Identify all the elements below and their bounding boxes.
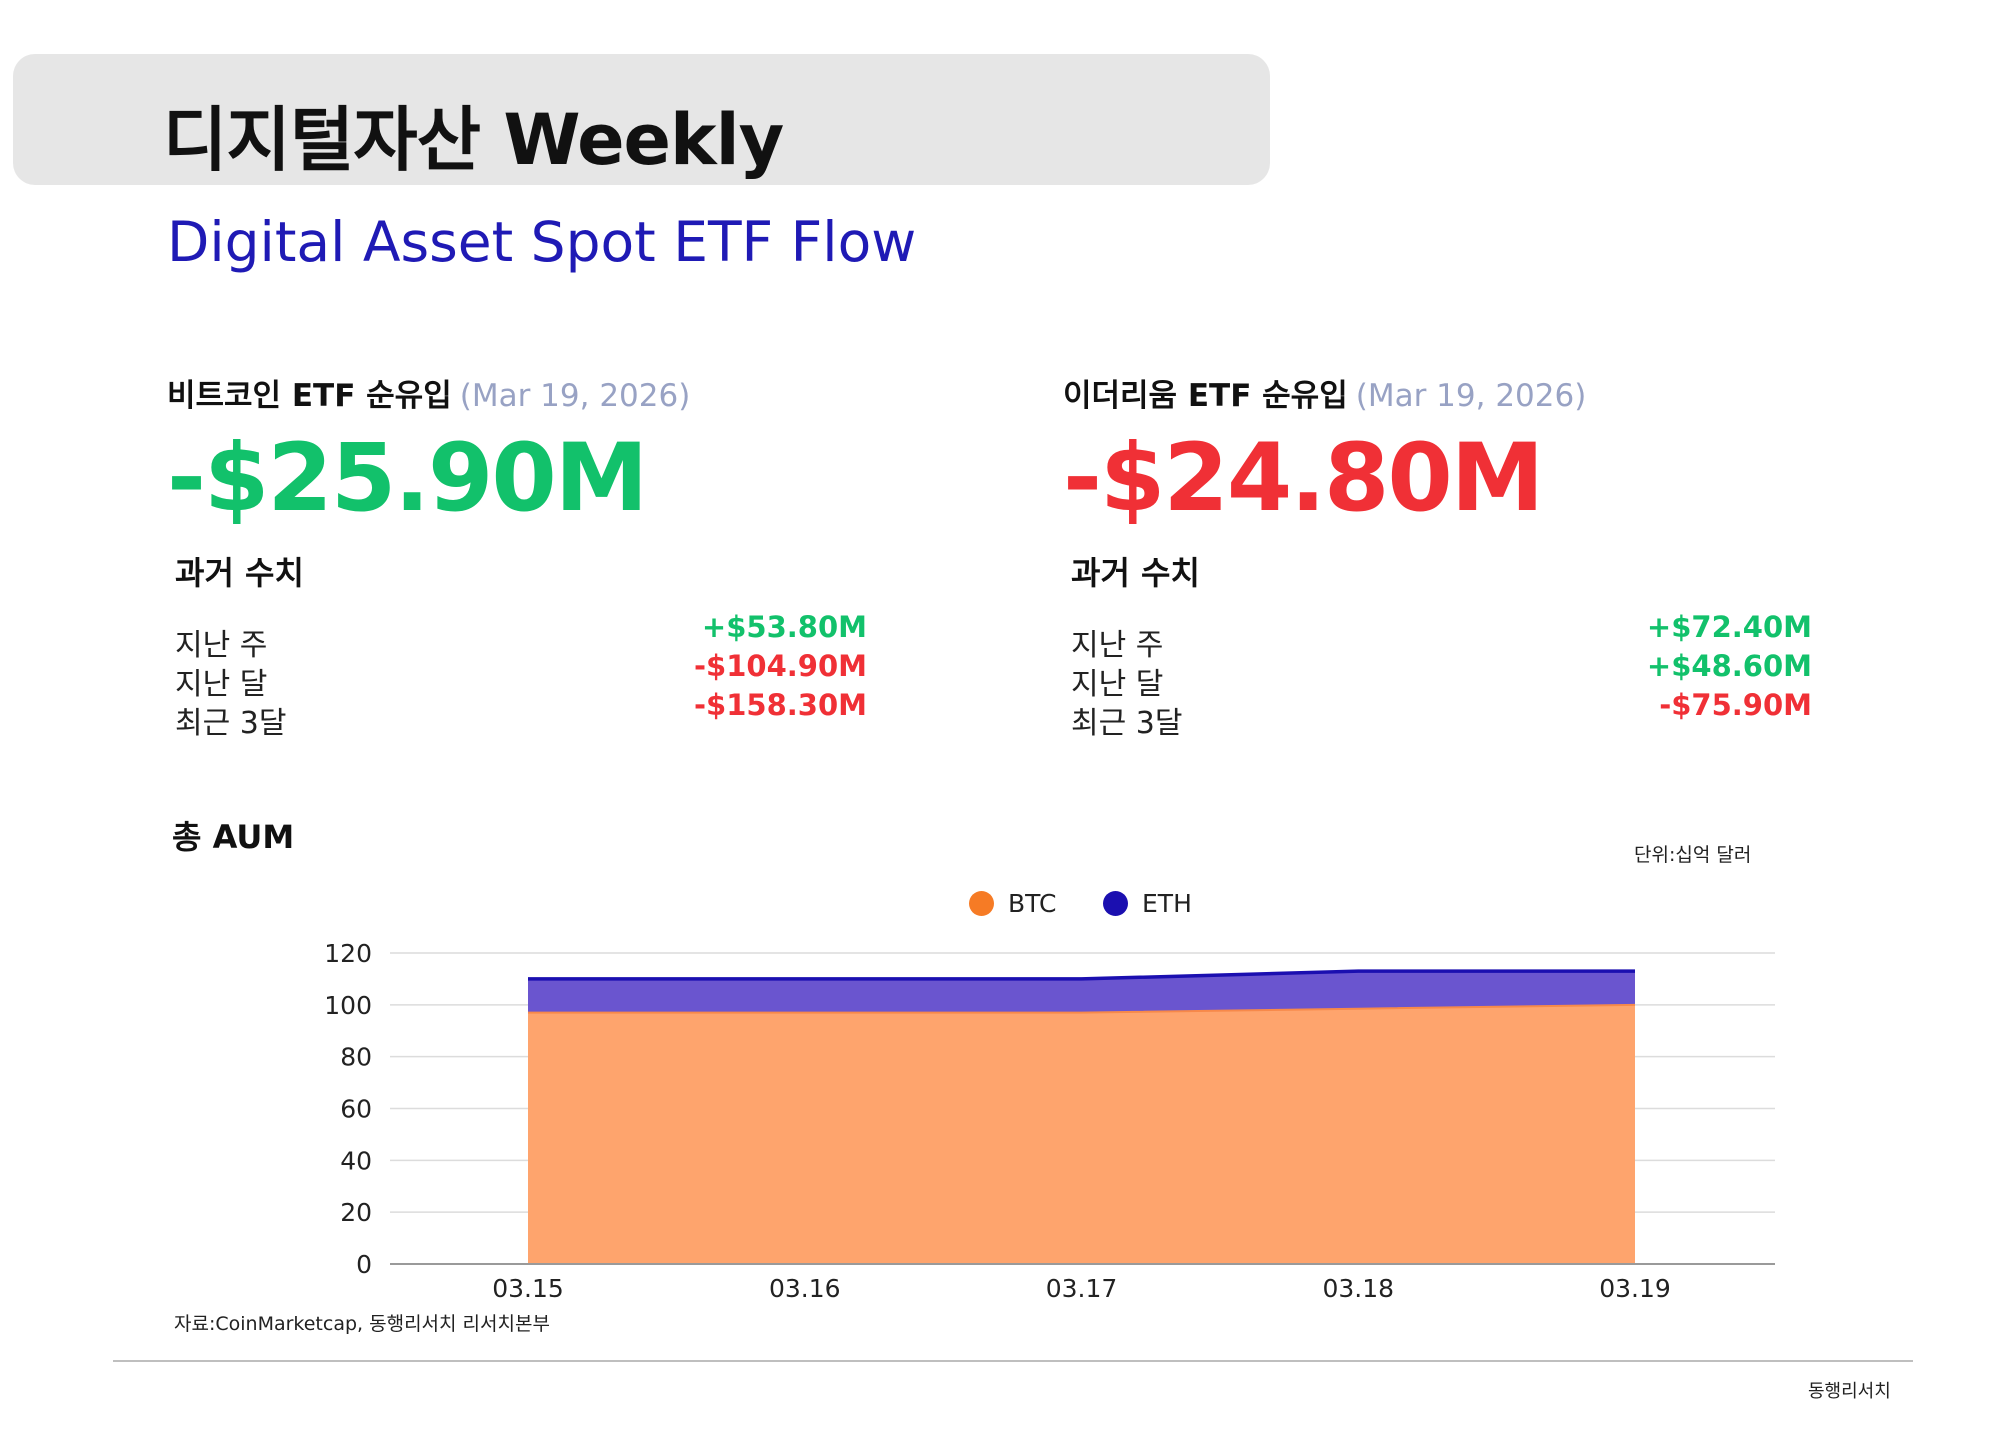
title-banner	[13, 54, 1270, 185]
eth-flow-panel: 이더리움 ETF 순유입 (Mar 19, 2026) -$24.80M 과거 수…	[1063, 362, 1853, 742]
area-btc	[528, 1004, 1635, 1264]
aum-section-title: 총 AUM	[172, 818, 295, 856]
y-tick-label-80: 80	[340, 1043, 372, 1072]
btc-panel-label: 비트코인 ETF 순유입	[167, 378, 452, 414]
y-tick-label-40: 40	[340, 1146, 372, 1175]
footer-brand: 동행리서치	[1808, 1381, 1891, 1402]
btc-row-label-last-week: 지난 주	[175, 628, 268, 663]
btc-row-label-last-3-months: 최근 3달	[175, 706, 287, 741]
source-note: 자료:CoinMarketcap, 동행리서치 리서치본부	[174, 1313, 550, 1335]
x-tick-label-03.16: 03.16	[769, 1274, 841, 1303]
legend-label-eth: ETH	[1142, 889, 1192, 918]
btc-history-title: 과거 수치	[175, 554, 304, 592]
btc-row-value-last-3-months: -$158.30M	[694, 688, 867, 722]
legend-swatch-btc	[969, 891, 994, 916]
eth-net-flow-value: -$24.80M	[1063, 424, 1544, 533]
eth-row-label-last-week: 지난 주	[1071, 628, 1164, 663]
x-tick-label-03.18: 03.18	[1322, 1274, 1394, 1303]
eth-history-title: 과거 수치	[1071, 554, 1200, 592]
btc-panel-heading: 비트코인 ETF 순유입 (Mar 19, 2026)	[167, 370, 690, 415]
eth-panel-label: 이더리움 ETF 순유입	[1063, 378, 1348, 414]
y-tick-label-20: 20	[340, 1198, 372, 1227]
eth-row-label-last-3-months: 최근 3달	[1071, 706, 1183, 741]
eth-row-value-last-3-months: -$75.90M	[1659, 688, 1812, 722]
footer-divider	[113, 1360, 1913, 1362]
page-subtitle: Digital Asset Spot ETF Flow	[167, 210, 917, 274]
y-tick-label-120: 120	[324, 939, 372, 968]
y-tick-label-100: 100	[324, 991, 372, 1020]
chart-unit-label: 단위:십억 달러	[1634, 844, 1752, 866]
btc-panel-date: (Mar 19, 2026)	[459, 378, 691, 414]
y-tick-label-60: 60	[340, 1095, 372, 1124]
eth-panel-heading: 이더리움 ETF 순유입 (Mar 19, 2026)	[1063, 370, 1586, 415]
legend-item-btc: BTC	[969, 889, 1056, 918]
legend-swatch-eth	[1103, 891, 1128, 916]
btc-net-flow-value: -$25.90M	[167, 424, 648, 533]
line-btc	[528, 1003, 1636, 1014]
eth-row-label-last-month: 지난 달	[1071, 667, 1164, 702]
y-tick-label-0: 0	[356, 1250, 372, 1279]
eth-row-value-last-month: +$48.60M	[1646, 649, 1812, 683]
btc-row-value-last-week: +$53.80M	[701, 610, 867, 644]
legend-item-eth: ETH	[1103, 889, 1192, 918]
x-tick-label-03.17: 03.17	[1046, 1274, 1118, 1303]
page-title: 디지털자산 Weekly	[163, 99, 784, 181]
line-eth	[528, 969, 1635, 981]
btc-row-label-last-month: 지난 달	[175, 667, 268, 702]
x-tick-label-03.19: 03.19	[1599, 1274, 1671, 1303]
btc-row-value-last-month: -$104.90M	[694, 649, 867, 683]
btc-flow-panel: 비트코인 ETF 순유입 (Mar 19, 2026) -$25.90M 과거 수…	[167, 362, 957, 742]
eth-panel-date: (Mar 19, 2026)	[1355, 378, 1587, 414]
x-tick-label-03.15: 03.15	[492, 1274, 564, 1303]
legend-label-btc: BTC	[1008, 889, 1057, 918]
eth-row-value-last-week: +$72.40M	[1646, 610, 1812, 644]
area-eth	[528, 971, 1635, 1013]
